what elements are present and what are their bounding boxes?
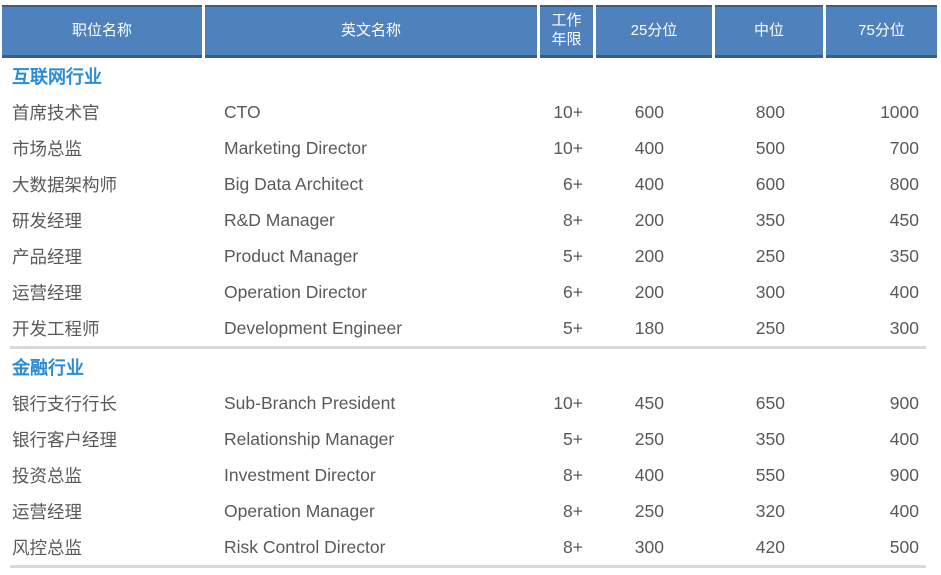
- cell-p25: 400: [634, 137, 664, 158]
- cell-position-cn: 银行支行行长: [12, 393, 117, 414]
- cell-years: 10+: [553, 392, 583, 413]
- cell-p25: 450: [634, 392, 664, 413]
- cell-p75: 300: [889, 317, 919, 338]
- cell-p75: 700: [889, 137, 919, 158]
- cell-position-en: Big Data Architect: [224, 173, 364, 194]
- cell-years: 6+: [563, 173, 583, 194]
- table-row: 首席技术官 CTO 10+ 600 800 1000: [2, 94, 938, 130]
- cell-median: 320: [755, 500, 785, 521]
- section-divider: [10, 565, 926, 568]
- cell-median: 800: [755, 101, 785, 122]
- cell-p25: 200: [634, 209, 664, 230]
- table-row: 市场总监 Marketing Director 10+ 400 500 700: [2, 130, 938, 166]
- cell-median: 650: [755, 392, 785, 413]
- header-position-en: 英文名称: [205, 5, 537, 58]
- cell-position-en: Development Engineer: [224, 317, 403, 338]
- header-p75: 75分位: [826, 5, 937, 58]
- cell-p75: 900: [889, 464, 919, 485]
- table-row: 投资总监 Investment Director 8+ 400 550 900: [2, 457, 938, 493]
- cell-p25: 250: [634, 500, 664, 521]
- cell-p75: 800: [889, 173, 919, 194]
- cell-position-en: Relationship Manager: [224, 428, 395, 449]
- cell-position-cn: 产品经理: [12, 246, 82, 267]
- cell-years: 5+: [563, 245, 583, 266]
- cell-p25: 400: [634, 173, 664, 194]
- cell-p75: 400: [889, 500, 919, 521]
- cell-median: 600: [755, 173, 785, 194]
- cell-position-en: Product Manager: [224, 245, 359, 266]
- table-row: 产品经理 Product Manager 5+ 200 250 350: [2, 238, 938, 274]
- table-row: 开发工程师 Development Engineer 5+ 180 250 300: [2, 310, 938, 346]
- cell-position-cn: 银行客户经理: [12, 429, 117, 450]
- cell-p75: 350: [889, 245, 919, 266]
- cell-position-cn: 大数据架构师: [12, 174, 117, 195]
- table-row: 研发经理 R&D Manager 8+ 200 350 450: [2, 202, 938, 238]
- header-median: 中位: [715, 5, 823, 58]
- header-position-cn: 职位名称: [2, 5, 202, 58]
- cell-median: 420: [755, 536, 785, 557]
- table-row: 银行支行行长 Sub-Branch President 10+ 450 650 900: [2, 385, 938, 421]
- cell-position-cn: 开发工程师: [12, 318, 100, 339]
- cell-years: 10+: [553, 137, 583, 158]
- cell-p25: 200: [634, 281, 664, 302]
- cell-p25: 400: [634, 464, 664, 485]
- section-title: 互联网行业: [12, 67, 102, 87]
- cell-position-cn: 首席技术官: [12, 102, 100, 123]
- cell-position-cn: 研发经理: [12, 210, 82, 231]
- cell-years: 5+: [563, 428, 583, 449]
- cell-p75: 500: [889, 536, 919, 557]
- cell-p25: 180: [634, 317, 664, 338]
- cell-position-en: Operation Director: [224, 281, 367, 302]
- cell-position-en: Marketing Director: [224, 137, 367, 158]
- cell-position-cn: 投资总监: [12, 465, 82, 486]
- cell-position-en: Risk Control Director: [224, 536, 386, 557]
- cell-median: 350: [755, 428, 785, 449]
- cell-position-cn: 市场总监: [12, 138, 82, 159]
- cell-p25: 250: [634, 428, 664, 449]
- cell-p25: 200: [634, 245, 664, 266]
- cell-position-cn: 运营经理: [12, 501, 82, 522]
- table-row: 风控总监 Risk Control Director 8+ 300 420 500: [2, 529, 938, 565]
- cell-position-cn: 运营经理: [12, 282, 82, 303]
- cell-p75: 400: [889, 428, 919, 449]
- cell-p25: 300: [634, 536, 664, 557]
- cell-median: 250: [755, 317, 785, 338]
- cell-p25: 600: [634, 101, 664, 122]
- table-header: 职位名称 英文名称 工作年限 25分位 中位 75分位: [2, 5, 938, 58]
- cell-position-en: Sub-Branch President: [224, 392, 396, 413]
- cell-years: 6+: [563, 281, 583, 302]
- cell-p75: 400: [889, 281, 919, 302]
- header-p25: 25分位: [596, 5, 712, 58]
- cell-p75: 450: [889, 209, 919, 230]
- header-work-years: 工作年限: [540, 5, 593, 58]
- cell-years: 8+: [563, 500, 583, 521]
- cell-years: 10+: [553, 101, 583, 122]
- cell-years: 5+: [563, 317, 583, 338]
- cell-p75: 1000: [880, 101, 919, 122]
- section-title: 金融行业: [12, 358, 84, 378]
- cell-position-cn: 风控总监: [12, 537, 82, 558]
- table-body: 互联网行业首席技术官 CTO 10+ 600 800 1000 市场总监 Marketing …: [2, 58, 938, 568]
- cell-p75: 900: [889, 392, 919, 413]
- cell-median: 250: [755, 245, 785, 266]
- table-row: 运营经理 Operation Director 6+ 200 300 400: [2, 274, 938, 310]
- cell-median: 350: [755, 209, 785, 230]
- cell-years: 8+: [563, 464, 583, 485]
- cell-median: 550: [755, 464, 785, 485]
- cell-position-en: Operation Manager: [224, 500, 375, 521]
- table-row: 大数据架构师 Big Data Architect 6+ 400 600 800: [2, 166, 938, 202]
- table-row: 银行客户经理 Relationship Manager 5+ 250 350 400: [2, 421, 938, 457]
- cell-median: 500: [755, 137, 785, 158]
- section-divider: [10, 346, 926, 349]
- cell-years: 8+: [563, 209, 583, 230]
- cell-median: 300: [755, 281, 785, 302]
- cell-years: 8+: [563, 536, 583, 557]
- cell-position-en: Investment Director: [224, 464, 376, 485]
- table-row: 运营经理 Operation Manager 8+ 250 320 400: [2, 493, 938, 529]
- cell-position-en: R&D Manager: [224, 209, 335, 230]
- cell-position-en: CTO: [224, 101, 261, 122]
